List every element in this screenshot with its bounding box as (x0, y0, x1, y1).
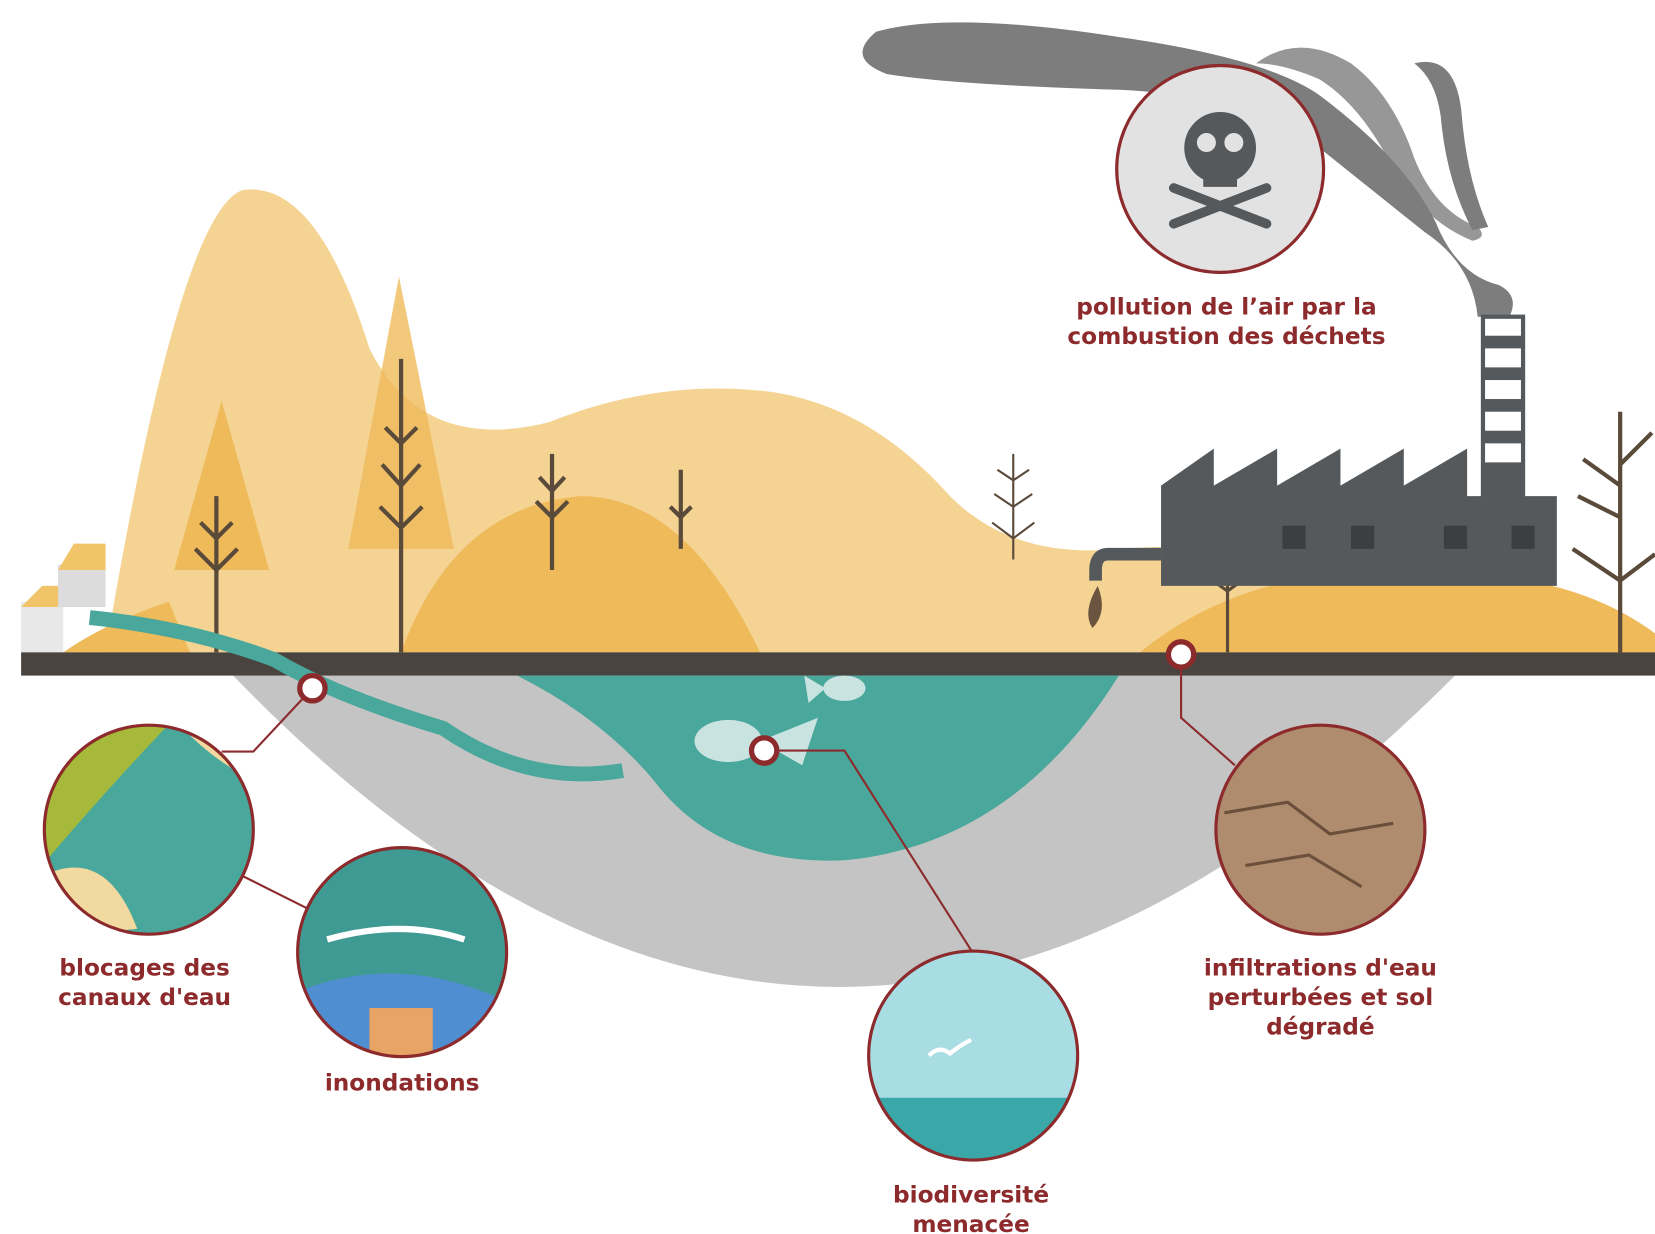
label-line: inondations (325, 1069, 480, 1096)
label-line: blocages des (59, 954, 229, 981)
label-line: infiltrations d'eau (1204, 954, 1437, 981)
label-line: canaux d'eau (58, 984, 231, 1011)
label-line: pollution de l’air par la (1076, 294, 1376, 321)
flood-circle (296, 846, 509, 1059)
label-line: menacée (912, 1211, 1029, 1234)
label-line: biodiversité (893, 1181, 1049, 1208)
biodiversity-circle (868, 950, 1081, 1163)
canal-circle (42, 724, 255, 937)
label-line: perturbées et sol (1208, 984, 1434, 1011)
label-line: combustion des déchets (1067, 323, 1385, 350)
soil-circle (1214, 724, 1427, 937)
air-circle (1117, 66, 1324, 273)
infographic: pollution de l’air par la combustion des… (0, 0, 1655, 1234)
label-line: dégradé (1266, 1013, 1374, 1040)
